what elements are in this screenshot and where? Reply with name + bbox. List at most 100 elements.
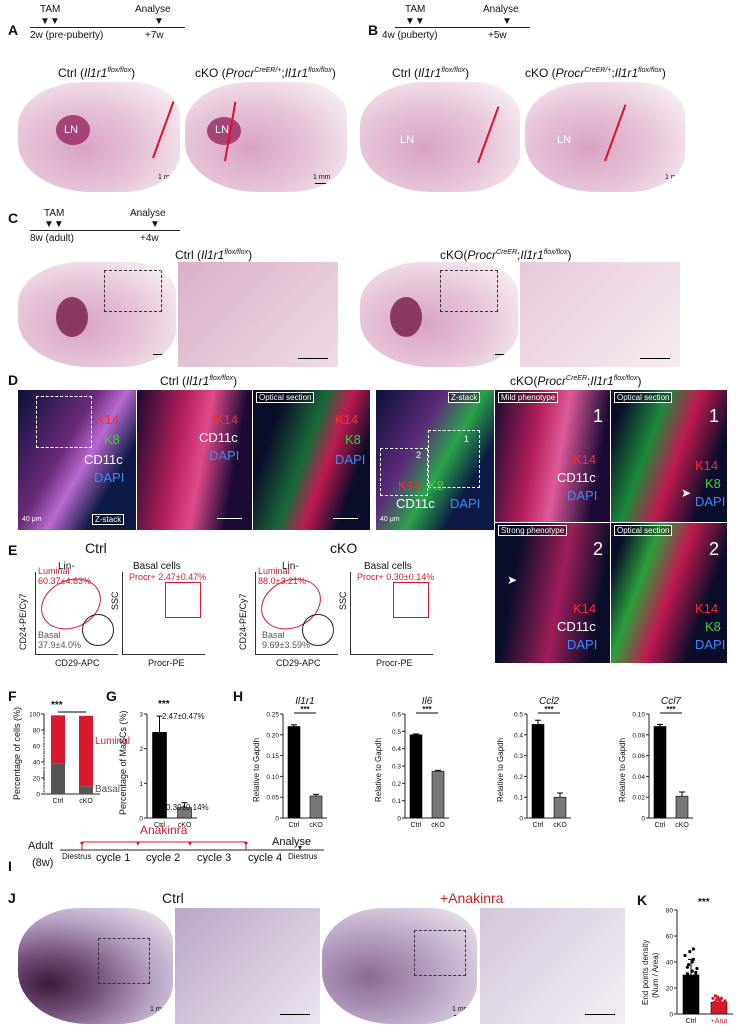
bar-segment — [79, 715, 93, 787]
y-tick-label: 0.5 — [392, 729, 401, 736]
timeline-c-line — [30, 230, 180, 231]
panel-c-ctrl-zoom — [178, 262, 338, 367]
y-tick-label: 0 — [519, 816, 523, 823]
lymph-node — [390, 297, 422, 337]
chart-h1: 0 0.05 0.10 0.15 0.20 0.25 Ctrl cKO Il1r1*** Rela… — [252, 696, 327, 829]
panel-e-label: E — [8, 542, 18, 558]
panel-c-cko-title: cKO(ProcrCreER;Il1r1flox/flox) — [440, 248, 572, 262]
y-tick-label: 0.08 — [632, 732, 645, 739]
timeline-a-end: Analyse — [135, 4, 171, 15]
data-point — [712, 1000, 716, 1004]
y-tick-label: 0 — [397, 816, 401, 823]
ductal-front-line — [604, 104, 627, 162]
y-tick-label: 0.25 — [266, 712, 279, 719]
data-point — [687, 992, 691, 997]
panel-d-optical-2: Optical section 2 K14 K8 DAPI — [611, 523, 727, 663]
facs-ctrl-basal: Procr+ 2.47±0.47% — [122, 572, 206, 655]
significance-label: *** — [666, 705, 676, 714]
legend-luminal: Luminal — [95, 736, 131, 747]
chart-h3: 0 0.1 0.2 0.3 0.4 0.5 Ctrl cKO Ccl2*** Relative t… — [496, 696, 571, 829]
y-tick-label: 2 — [139, 746, 143, 753]
bar — [309, 795, 323, 819]
y-tick-label: 0.3 — [514, 753, 523, 760]
y-tick-label: 0 — [669, 1012, 673, 1019]
data-point — [723, 999, 727, 1003]
y-tick-label: 0.20 — [266, 732, 279, 739]
data-point — [718, 1002, 722, 1006]
panel-d-label: D — [8, 372, 19, 388]
x-tick-label: Ctrl — [154, 822, 165, 829]
bar — [531, 724, 545, 819]
lymph-node — [56, 297, 88, 337]
x-tick-label: Ctrl — [289, 822, 300, 829]
bar-segment — [51, 715, 65, 764]
bar-segment — [51, 763, 65, 794]
panel-j-ctrl-title: Ctrl — [162, 890, 184, 906]
timeline-c-plus: +4w — [140, 233, 159, 244]
y-tick-label: 20 — [33, 776, 41, 783]
y-tick-label: 0.2 — [514, 774, 523, 781]
data-point — [688, 983, 692, 987]
panel-d-ctrl-zstack: K14 K8 CD11c DAPI Z-stack 40 μm — [18, 390, 136, 530]
data-point — [685, 972, 689, 976]
panel-f-label: F — [8, 688, 17, 704]
panel-b-ctrl-wholemount: LN — [360, 82, 520, 192]
panel-d-strong-phenotype: Strong phenotype 2 ➤ K14 CD11c DAPI — [495, 523, 610, 663]
panel-j-treat-zoom — [480, 908, 625, 1024]
chart-title: Ccl2 — [539, 696, 559, 707]
x-tick-label: cKO — [79, 798, 93, 805]
data-point — [685, 965, 689, 969]
chart-title: Ccl7 — [661, 696, 681, 707]
data-point — [689, 974, 693, 978]
y-tick-label: 0 — [139, 816, 143, 823]
y-tick-label: 0.5 — [514, 712, 523, 719]
timeline-b-age: 4w (puberty) — [382, 30, 438, 41]
bar — [431, 770, 445, 819]
panel-d-ctrl-title: Ctrl (Il1r1flox/flox) — [160, 374, 238, 388]
y-tick-label: 0.06 — [632, 753, 645, 760]
data-point — [684, 981, 688, 985]
chart-k: 0 20 40 60 80 Ctrl +Ana — [666, 908, 733, 1025]
bar — [152, 732, 167, 819]
y-tick-label: 0.10 — [632, 712, 645, 719]
y-tick-label: 60 — [666, 934, 674, 941]
panel-c-ctrl-title: Ctrl (Il1r1flox/flox) — [175, 248, 253, 262]
panel-d-mild-phenotype: Mild phenotype 1 K14 CD11c DAPI — [495, 390, 610, 522]
zoom-region-box — [414, 930, 466, 976]
zoom-region-box — [98, 938, 150, 984]
timeline-a-plus: +7w — [145, 30, 164, 41]
y-tick-label: 0.3 — [392, 764, 401, 771]
data-point — [716, 1004, 720, 1008]
y-tick-label: 0.15 — [266, 753, 279, 760]
panel-d-cko-zstack: Z-stack 1 2 K14 K8 CD11c DAPI 40 μm — [376, 390, 494, 530]
x-tick-label: +Ana — [711, 1018, 728, 1025]
data-point — [719, 996, 723, 1000]
timeline-c-end: Analyse — [130, 208, 166, 219]
data-point — [713, 994, 717, 998]
x-tick-label: Ctrl — [533, 822, 544, 829]
chart-h4: 0 0.02 0.04 0.06 0.08 0.10 Ctrl cKO Ccl7*** Relat… — [618, 696, 693, 829]
data-point — [688, 950, 692, 954]
zoom-region-box — [440, 270, 498, 312]
panel-e-ctrl-label: Ctrl — [85, 540, 107, 556]
y-tick-label: 0.2 — [392, 781, 401, 788]
lymph-node — [56, 115, 90, 145]
timeline-b-line — [395, 27, 530, 28]
arrowhead-icon: ➤ — [681, 486, 692, 500]
data-point — [690, 960, 694, 964]
y-tick-label: 0.02 — [632, 795, 645, 802]
y-tick-label: 0 — [641, 816, 645, 823]
data-point — [693, 986, 697, 990]
panel-j-treat-wholemount: 1 mm — [322, 908, 477, 1024]
timeline-b-plus: +5w — [488, 30, 507, 41]
bar — [653, 726, 667, 819]
y-tick-label: 0 — [36, 792, 40, 799]
lymph-node — [207, 117, 241, 145]
y-tick-label: 80 — [666, 908, 674, 915]
timeline-a-start: TAM — [40, 4, 61, 15]
y-tick-label: 0.6 — [392, 712, 401, 719]
panel-k-label: K — [637, 892, 648, 908]
panel-a-ctrl-title: Ctrl (Il1r1flox/flox) — [58, 66, 136, 80]
panel-c-cko-wholemount — [360, 262, 518, 367]
bar — [287, 726, 301, 819]
